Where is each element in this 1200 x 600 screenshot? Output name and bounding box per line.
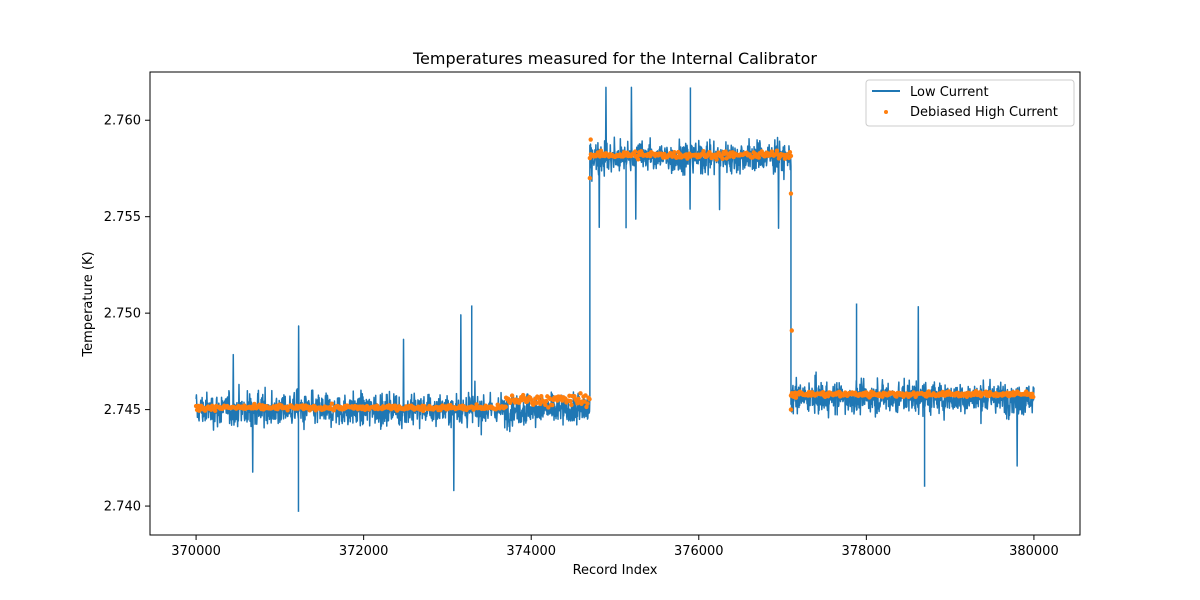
scatter-point-high-current — [788, 191, 794, 196]
scatter-point-high-current — [825, 393, 831, 399]
scatter-point-high-current — [789, 328, 794, 333]
y-tick-label: 2.750 — [104, 307, 141, 322]
scatter-point-high-current — [578, 391, 583, 396]
x-tick-label: 378000 — [842, 544, 892, 559]
legend-box — [865, 79, 1075, 127]
scatter-point-high-current — [587, 175, 593, 181]
legend-label-debiased-high-current: Debiased High Current — [910, 105, 1058, 120]
scatter-point-high-current — [252, 401, 257, 407]
y-tick-label: 2.760 — [104, 114, 141, 129]
scatter-point-high-current — [329, 401, 335, 406]
chart-title: Temperatures measured for the Internal C… — [412, 49, 817, 68]
scatter-point-high-current — [569, 402, 574, 408]
scatter-point-high-current — [538, 401, 543, 407]
scatter-point-high-current — [583, 393, 588, 398]
scatter-point-high-current — [568, 398, 573, 404]
scatter-point-high-current — [793, 395, 799, 400]
scatter-point-high-current — [520, 392, 526, 398]
scatter-point-high-current — [544, 398, 549, 404]
scatter-point-high-current — [894, 394, 899, 399]
scatter-point-high-current — [769, 149, 775, 154]
x-tick-label: 370000 — [171, 544, 221, 559]
x-tick-label: 376000 — [674, 544, 724, 559]
scatter-point-high-current — [285, 408, 290, 413]
scatter-point-high-current — [788, 407, 794, 412]
scatter-point-high-current — [756, 155, 761, 160]
y-tick-label: 2.755 — [104, 210, 141, 225]
y-tick-label: 2.740 — [104, 500, 141, 515]
scatter-point-high-current — [539, 394, 544, 399]
scatter-point-high-current — [587, 396, 592, 402]
scatter-point-high-current — [714, 157, 719, 162]
scatter-point-high-current — [584, 404, 589, 410]
scatter-point-high-current — [550, 402, 555, 408]
scatter-point-high-current — [543, 402, 548, 407]
x-tick-label: 380000 — [1009, 544, 1059, 559]
x-tick-label: 372000 — [339, 544, 389, 559]
scatter-point-high-current — [503, 404, 508, 410]
scatter-point-high-current — [720, 156, 725, 162]
scatter-point-high-current — [585, 401, 590, 406]
legend-label-low-current: Low Current — [910, 85, 989, 100]
scatter-point-high-current — [509, 393, 515, 398]
scatter-point-high-current — [598, 148, 604, 153]
scatter-point-high-current — [635, 157, 641, 162]
scatter-point-high-current — [632, 149, 638, 154]
series-layer — [193, 86, 1036, 512]
legend-dot-swatch — [884, 110, 888, 114]
scatter-point-high-current — [787, 149, 793, 155]
x-axis: 370000 372000 374000 376000 378000 380000 — [171, 535, 1059, 559]
scatter-point-high-current — [392, 403, 398, 408]
x-tick-label: 374000 — [506, 544, 556, 559]
scatter-point-high-current — [1031, 394, 1036, 400]
scatter-point-high-current — [701, 149, 706, 154]
scatter-point-high-current — [820, 390, 826, 395]
scatter-point-high-current — [588, 137, 593, 142]
scatter-point-high-current — [774, 148, 780, 153]
y-tick-label: 2.745 — [104, 403, 141, 418]
plot-frame — [149, 71, 1081, 536]
scatter-point-high-current — [546, 405, 551, 410]
scatter-point-high-current — [926, 389, 931, 394]
x-axis-label: Record Index — [573, 563, 658, 578]
y-axis: 2.740 2.745 2.750 2.755 2.760 — [104, 114, 150, 515]
scatter-point-high-current — [788, 153, 794, 159]
legend: Low Current Debiased High Current — [865, 79, 1075, 127]
scatter-point-high-current — [672, 149, 677, 155]
y-axis-label: Temperature (K) — [81, 251, 96, 357]
scatter-point-high-current — [212, 408, 218, 414]
